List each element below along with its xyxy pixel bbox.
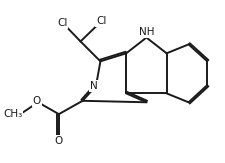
Text: Cl: Cl: [57, 18, 68, 28]
Text: Cl: Cl: [96, 16, 106, 26]
Text: CH₃: CH₃: [3, 109, 22, 119]
Text: O: O: [55, 136, 63, 146]
Text: O: O: [32, 96, 41, 106]
Text: NH: NH: [139, 27, 154, 37]
Text: N: N: [90, 81, 98, 91]
